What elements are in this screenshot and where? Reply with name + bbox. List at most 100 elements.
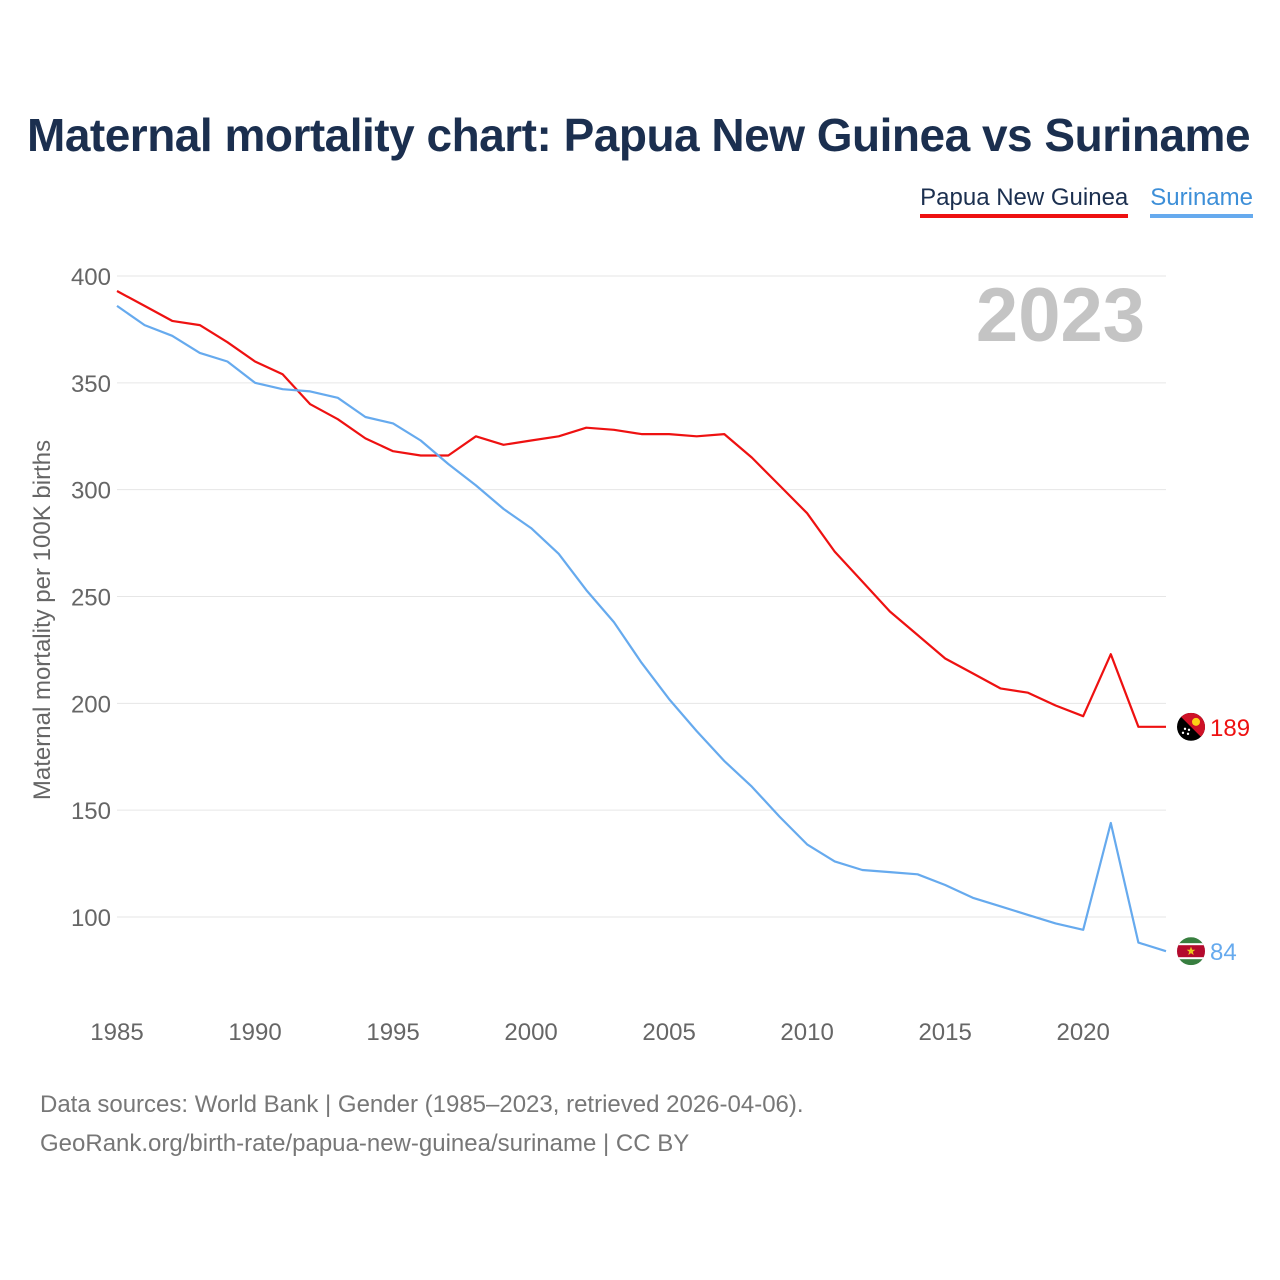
flag-papua-new-guinea-icon bbox=[1177, 712, 1205, 741]
data-point-papua-new-guinea-2012 bbox=[859, 579, 865, 585]
data-point-suriname-2022 bbox=[1135, 940, 1141, 946]
data-point-suriname-2014 bbox=[915, 871, 921, 877]
data-point-suriname-1986 bbox=[142, 322, 148, 328]
data-point-papua-new-guinea-1995 bbox=[390, 448, 396, 454]
data-point-papua-new-guinea-2009 bbox=[777, 482, 783, 488]
x-tick-label-2015: 2015 bbox=[918, 1019, 971, 1046]
data-point-papua-new-guinea-1993 bbox=[335, 416, 341, 422]
data-point-papua-new-guinea-2008 bbox=[749, 455, 755, 461]
data-point-suriname-1998 bbox=[473, 482, 479, 488]
y-tick-label-400: 400 bbox=[71, 264, 111, 291]
data-point-papua-new-guinea-1988 bbox=[197, 322, 203, 328]
data-point-suriname-2010 bbox=[804, 841, 810, 847]
data-point-papua-new-guinea-2007 bbox=[721, 431, 727, 437]
data-point-papua-new-guinea-2004 bbox=[639, 431, 645, 437]
data-point-suriname-1989 bbox=[224, 358, 230, 364]
data-point-suriname-2008 bbox=[749, 784, 755, 790]
data-point-suriname-2019 bbox=[1053, 920, 1059, 926]
data-point-suriname-2013 bbox=[887, 869, 893, 875]
data-point-suriname-2015 bbox=[942, 882, 948, 888]
data-point-papua-new-guinea-2003 bbox=[611, 427, 617, 433]
footer-source: Data sources: World Bank | Gender (1985–… bbox=[40, 1091, 804, 1118]
data-point-papua-new-guinea-1991 bbox=[280, 371, 286, 377]
data-point-papua-new-guinea-2010 bbox=[804, 510, 810, 516]
data-point-papua-new-guinea-2016 bbox=[970, 670, 976, 676]
data-point-suriname-1993 bbox=[335, 395, 341, 401]
data-point-papua-new-guinea-1987 bbox=[169, 318, 175, 324]
data-point-suriname-1991 bbox=[280, 386, 286, 392]
data-point-suriname-1988 bbox=[197, 350, 203, 356]
series-line-papua-new-guinea[interactable] bbox=[116, 290, 1166, 728]
data-point-suriname-2018 bbox=[1025, 912, 1031, 918]
x-tick-label-2020: 2020 bbox=[1056, 1019, 1109, 1046]
data-point-papua-new-guinea-2023 bbox=[1163, 724, 1169, 730]
data-point-suriname-2003 bbox=[611, 619, 617, 625]
data-point-suriname-2012 bbox=[859, 867, 865, 873]
y-axis-ticks: 100 150 200 250 300 350 400 bbox=[71, 264, 111, 932]
end-value-label-papua-new-guinea: 189 bbox=[1210, 715, 1250, 742]
data-point-papua-new-guinea-2014 bbox=[915, 632, 921, 638]
data-point-suriname-2017 bbox=[997, 903, 1003, 909]
data-point-papua-new-guinea-2019 bbox=[1053, 702, 1059, 708]
data-point-papua-new-guinea-2001 bbox=[556, 433, 562, 439]
y-tick-label-250: 250 bbox=[71, 585, 111, 612]
chart-title: Maternal mortality chart: Papua New Guin… bbox=[27, 109, 1251, 161]
data-point-suriname-2009 bbox=[777, 814, 783, 820]
data-point-suriname-2006 bbox=[694, 728, 700, 734]
x-tick-label-1985: 1985 bbox=[90, 1019, 143, 1046]
data-point-papua-new-guinea-1992 bbox=[307, 401, 313, 407]
data-point-papua-new-guinea-2022 bbox=[1135, 724, 1141, 730]
data-point-suriname-2023 bbox=[1163, 948, 1169, 954]
data-point-papua-new-guinea-1989 bbox=[224, 339, 230, 345]
legend-item-papua-new-guinea[interactable]: Papua New Guinea bbox=[920, 184, 1129, 218]
data-point-papua-new-guinea-1999 bbox=[500, 442, 506, 448]
data-point-papua-new-guinea-1986 bbox=[142, 303, 148, 309]
footer-url[interactable]: GeoRank.org/birth-rate/papua-new-guinea/… bbox=[40, 1130, 690, 1157]
data-point-papua-new-guinea-2006 bbox=[694, 433, 700, 439]
data-point-suriname-2020 bbox=[1080, 927, 1086, 933]
x-tick-label-2005: 2005 bbox=[642, 1019, 695, 1046]
data-point-papua-new-guinea-2013 bbox=[887, 608, 893, 614]
data-point-suriname-2011 bbox=[832, 858, 838, 864]
data-point-papua-new-guinea-1990 bbox=[252, 358, 258, 364]
data-point-suriname-2016 bbox=[970, 895, 976, 901]
data-point-suriname-2002 bbox=[583, 587, 589, 593]
footer: Data sources: World Bank | Gender (1985–… bbox=[40, 1085, 804, 1163]
x-tick-label-2000: 2000 bbox=[504, 1019, 557, 1046]
data-point-papua-new-guinea-1998 bbox=[473, 433, 479, 439]
data-point-suriname-2001 bbox=[556, 551, 562, 557]
x-tick-label-1990: 1990 bbox=[228, 1019, 281, 1046]
series-lines bbox=[114, 290, 1169, 954]
x-tick-label-1995: 1995 bbox=[366, 1019, 419, 1046]
y-tick-label-150: 150 bbox=[71, 798, 111, 825]
data-point-suriname-1994 bbox=[362, 414, 368, 420]
data-point-papua-new-guinea-2000 bbox=[528, 438, 534, 444]
data-point-papua-new-guinea-1996 bbox=[418, 452, 424, 458]
data-point-suriname-1995 bbox=[390, 420, 396, 426]
y-tick-label-350: 350 bbox=[71, 371, 111, 398]
y-tick-label-100: 100 bbox=[71, 905, 111, 932]
gridlines bbox=[117, 275, 1166, 918]
data-point-papua-new-guinea-2017 bbox=[997, 685, 1003, 691]
data-point-suriname-2005 bbox=[666, 696, 672, 702]
y-tick-label-200: 200 bbox=[71, 691, 111, 718]
data-point-papua-new-guinea-2011 bbox=[832, 549, 838, 555]
data-point-suriname-1999 bbox=[500, 506, 506, 512]
data-point-suriname-1996 bbox=[418, 438, 424, 444]
line-chart: 100 150 200 250 300 350 400 1985 1990 1995 2000 20… bbox=[29, 264, 1250, 1046]
y-tick-label-300: 300 bbox=[71, 478, 111, 505]
data-point-suriname-2007 bbox=[721, 758, 727, 764]
x-tick-label-2010: 2010 bbox=[780, 1019, 833, 1046]
end-value-label-suriname: 84 bbox=[1210, 939, 1237, 966]
data-point-suriname-2000 bbox=[528, 525, 534, 531]
legend-item-suriname[interactable]: Suriname bbox=[1150, 184, 1253, 218]
data-point-suriname-2021 bbox=[1108, 820, 1114, 826]
data-point-suriname-1987 bbox=[169, 333, 175, 339]
data-point-suriname-1992 bbox=[307, 388, 313, 394]
data-point-papua-new-guinea-2002 bbox=[583, 425, 589, 431]
data-point-suriname-1990 bbox=[252, 380, 258, 386]
series-line-suriname[interactable] bbox=[116, 304, 1167, 953]
year-label: 2023 bbox=[976, 273, 1145, 358]
data-point-suriname-2004 bbox=[639, 660, 645, 666]
data-point-suriname-1985 bbox=[114, 303, 120, 309]
